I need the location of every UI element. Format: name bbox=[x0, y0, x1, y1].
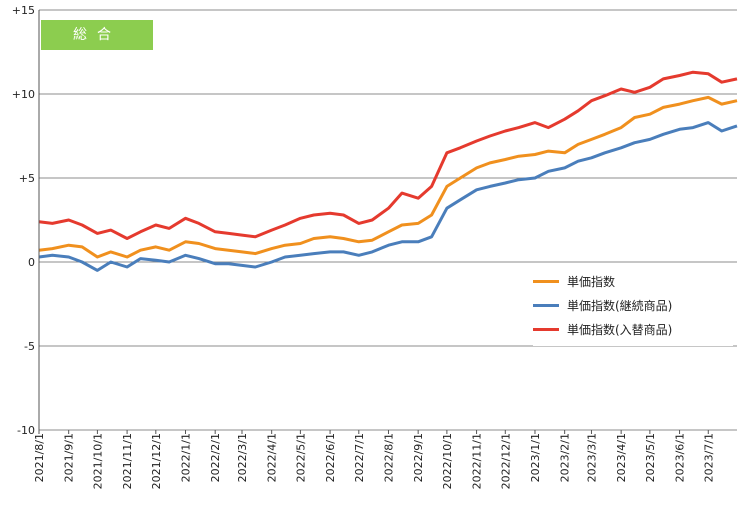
y-axis-ticks: +15 +10 +5 0 -5 -10 bbox=[12, 4, 35, 437]
y-tick-label: +10 bbox=[12, 88, 35, 101]
x-tick-label: 2021/12/1 bbox=[150, 433, 163, 489]
chart-title-badge: 総合 bbox=[41, 20, 153, 50]
x-tick-label: 2021/9/1 bbox=[63, 433, 76, 482]
x-tick-label: 2022/6/1 bbox=[324, 433, 337, 482]
y-tick-label: -5 bbox=[24, 340, 35, 353]
x-tick-label: 2023/7/1 bbox=[702, 433, 715, 482]
legend: 単価指数 単価指数(継続商品) 単価指数(入替商品) bbox=[533, 268, 733, 346]
x-tick-label: 2023/4/1 bbox=[615, 433, 628, 482]
legend-label: 単価指数(継続商品) bbox=[567, 298, 673, 313]
series-line bbox=[38, 121, 738, 272]
series-line bbox=[38, 95, 738, 259]
y-tick-label: -10 bbox=[17, 424, 35, 437]
x-tick-label: 2022/5/1 bbox=[294, 433, 307, 482]
x-tick-label: 2021/8/1 bbox=[33, 433, 46, 482]
y-tick-label: 0 bbox=[28, 256, 35, 269]
y-tick-label: +15 bbox=[12, 4, 35, 17]
series-lines bbox=[38, 70, 738, 272]
legend-swatch-blue bbox=[533, 303, 559, 307]
x-tick-label: 2023/2/1 bbox=[559, 433, 572, 482]
legend-swatch-red bbox=[533, 327, 559, 331]
x-tick-label: 2021/11/1 bbox=[121, 433, 134, 489]
gridlines bbox=[39, 9, 737, 431]
x-tick-label: 2023/1/1 bbox=[529, 433, 542, 482]
legend-item: 単価指数 bbox=[533, 271, 615, 291]
legend-label: 単価指数 bbox=[567, 274, 616, 289]
x-tick-label: 2022/11/1 bbox=[471, 433, 484, 489]
x-tick-label: 2022/10/1 bbox=[441, 433, 454, 489]
series-line bbox=[38, 70, 738, 240]
legend-swatch-orange bbox=[533, 279, 559, 283]
x-tick-label: 2023/5/1 bbox=[644, 433, 657, 482]
x-tick-label: 2022/8/1 bbox=[382, 433, 395, 482]
x-tick-label: 2022/7/1 bbox=[353, 433, 366, 482]
x-tick-label: 2022/2/1 bbox=[209, 433, 222, 482]
y-tick-label: +5 bbox=[19, 172, 35, 185]
x-tick-label: 2022/1/1 bbox=[179, 433, 192, 482]
x-tick-label: 2022/12/1 bbox=[499, 433, 512, 489]
legend-label: 単価指数(入替商品) bbox=[567, 322, 673, 337]
x-tick-label: 2022/9/1 bbox=[412, 433, 425, 482]
x-tick-label: 2023/3/1 bbox=[585, 433, 598, 482]
legend-item: 単価指数(継続商品) bbox=[533, 295, 672, 315]
legend-item: 単価指数(入替商品) bbox=[533, 319, 672, 339]
x-tick-label: 2022/3/1 bbox=[236, 433, 249, 482]
x-tick-label: 2021/10/1 bbox=[91, 433, 104, 489]
x-tick-label: 2022/4/1 bbox=[266, 433, 279, 482]
x-tick-label: 2023/6/1 bbox=[674, 433, 687, 482]
x-axis-ticks: 2021/8/1 2021/9/1 2021/10/1 2021/11/1 2021/1… bbox=[33, 430, 715, 489]
